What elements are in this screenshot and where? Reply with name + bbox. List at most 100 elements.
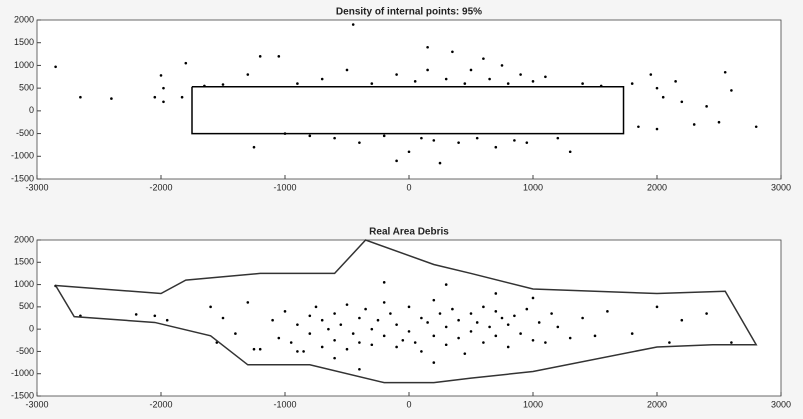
- point: [401, 338, 405, 342]
- point: [556, 136, 560, 140]
- point: [432, 361, 436, 364]
- point: [482, 341, 485, 344]
- point: [500, 64, 504, 67]
- point: [370, 343, 374, 347]
- point: [426, 321, 429, 324]
- point: [525, 141, 529, 144]
- point: [630, 82, 634, 85]
- point: [289, 341, 293, 344]
- y-tick-label: 0: [29, 324, 34, 334]
- point: [451, 50, 454, 54]
- x-tick-label: 3000: [771, 182, 791, 192]
- y-tick-label: 0: [29, 105, 34, 115]
- y-tick-label: -1500: [11, 173, 34, 183]
- point: [308, 314, 312, 318]
- point: [438, 312, 442, 315]
- point: [488, 77, 491, 81]
- y-tick-label: 500: [19, 301, 34, 311]
- x-tick-label: 1000: [523, 399, 543, 409]
- point: [420, 136, 423, 140]
- point: [519, 332, 522, 335]
- point: [184, 61, 188, 65]
- point: [382, 281, 386, 284]
- point: [513, 139, 516, 142]
- point: [457, 141, 460, 144]
- point: [444, 343, 448, 347]
- point: [382, 301, 386, 304]
- point: [258, 55, 262, 58]
- point: [339, 323, 343, 326]
- point: [327, 327, 330, 331]
- point: [395, 159, 398, 163]
- point: [382, 134, 386, 138]
- point: [407, 305, 411, 309]
- x-tick-label: 2000: [647, 399, 667, 409]
- point: [333, 356, 336, 360]
- point: [432, 334, 436, 338]
- point: [655, 127, 659, 131]
- point: [370, 327, 374, 331]
- point: [358, 341, 361, 344]
- point: [717, 120, 721, 124]
- point: [754, 125, 758, 129]
- point: [283, 310, 287, 313]
- point: [482, 305, 485, 309]
- point: [705, 312, 708, 315]
- point: [314, 305, 318, 309]
- x-tick-label: -1000: [273, 182, 296, 192]
- point: [475, 136, 479, 140]
- point: [110, 97, 113, 100]
- point: [556, 325, 560, 329]
- point: [531, 338, 535, 342]
- point: [500, 316, 504, 320]
- point: [568, 336, 572, 340]
- point: [506, 323, 510, 326]
- point: [134, 313, 138, 316]
- point: [376, 318, 380, 322]
- y-tick-label: 500: [19, 83, 34, 93]
- y-tick-label: 2000: [14, 234, 34, 244]
- x-tick-label: -1000: [273, 399, 296, 409]
- point: [296, 350, 299, 353]
- point: [252, 145, 256, 149]
- point: [661, 95, 665, 99]
- y-tick-label: 2000: [14, 14, 34, 24]
- x-tick-label: 0: [406, 182, 411, 192]
- point: [246, 73, 250, 76]
- point: [395, 345, 398, 349]
- point: [333, 312, 336, 315]
- point: [432, 298, 436, 302]
- point: [463, 82, 467, 85]
- point: [630, 332, 634, 335]
- plot-area: [36, 239, 782, 397]
- point: [457, 336, 460, 340]
- point: [277, 336, 281, 340]
- point: [358, 141, 361, 144]
- point: [655, 86, 659, 90]
- point: [413, 341, 417, 344]
- point: [451, 307, 454, 311]
- boundary-line: [191, 86, 625, 135]
- point: [159, 74, 163, 77]
- y-tick-label: -1000: [11, 368, 34, 378]
- y-tick-label: -1000: [11, 151, 34, 161]
- point: [426, 45, 429, 49]
- point: [345, 303, 349, 306]
- point: [494, 334, 498, 338]
- point: [370, 82, 374, 85]
- point: [209, 305, 212, 309]
- point: [54, 65, 57, 69]
- point: [395, 323, 398, 326]
- point: [221, 316, 225, 320]
- point: [544, 75, 547, 79]
- chart-title: Density of internal points: 95%: [336, 7, 482, 18]
- point: [593, 334, 597, 338]
- y-tick-label: 1500: [14, 257, 34, 267]
- point: [469, 68, 473, 72]
- point: [320, 77, 324, 81]
- x-tick-label: -2000: [149, 182, 172, 192]
- y-tick-label: 1000: [14, 60, 34, 70]
- point: [320, 318, 324, 322]
- y-tick-label: -1500: [11, 390, 34, 400]
- point: [413, 80, 417, 83]
